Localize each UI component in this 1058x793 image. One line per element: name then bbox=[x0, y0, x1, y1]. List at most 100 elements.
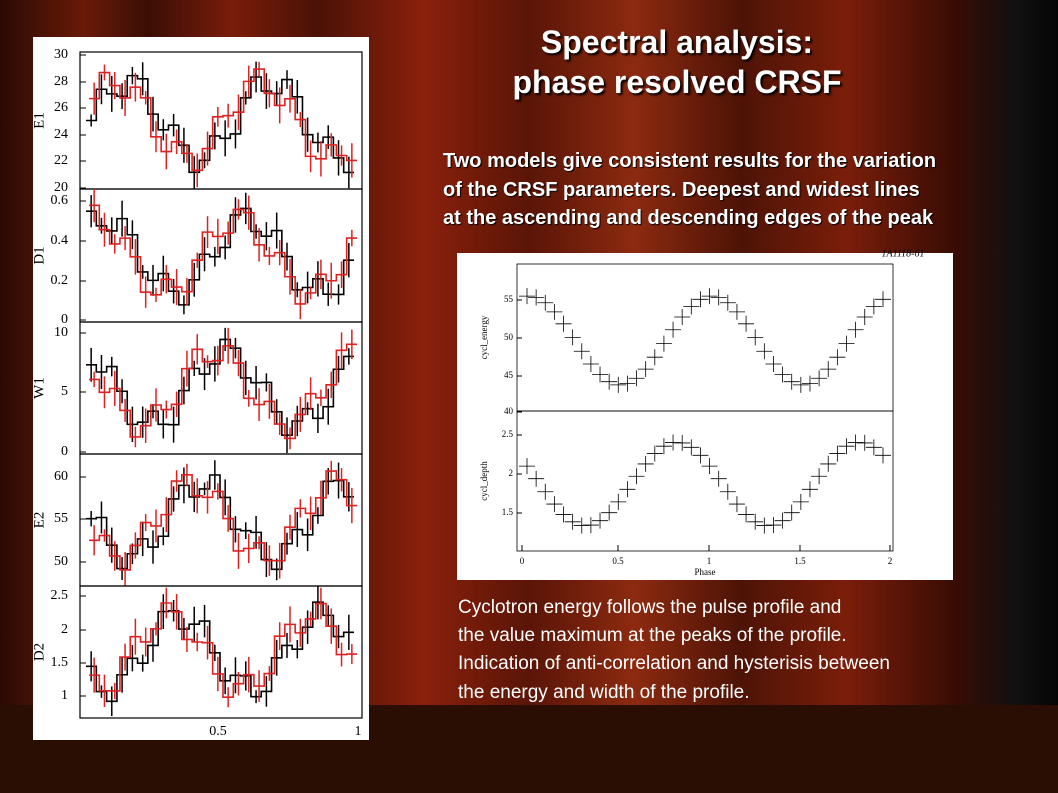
cross-point bbox=[655, 438, 672, 455]
cross-point bbox=[710, 470, 727, 487]
caption-line: Cyclotron energy follows the pulse profi… bbox=[458, 597, 842, 618]
cross-point bbox=[655, 335, 672, 352]
title-line: Spectral analysis: bbox=[540, 24, 814, 60]
tick-label: 2.5 bbox=[51, 588, 69, 603]
cross-point bbox=[637, 361, 654, 378]
intro-line: at the ascending and descending edges of… bbox=[443, 207, 934, 229]
cross-point bbox=[829, 445, 846, 462]
panel-label: D1 bbox=[31, 246, 47, 264]
cross-point bbox=[519, 458, 535, 475]
cross-point bbox=[728, 303, 745, 320]
tick-label: 0.4 bbox=[51, 233, 69, 248]
step-trace bbox=[89, 204, 357, 305]
tick-label: 1.5 bbox=[502, 507, 514, 517]
cross-point bbox=[801, 375, 818, 392]
cross-point bbox=[783, 504, 800, 521]
cross-point bbox=[865, 439, 882, 456]
step-trace bbox=[86, 474, 354, 571]
step-trace bbox=[89, 470, 357, 571]
cross-point bbox=[582, 517, 599, 534]
cross-point bbox=[765, 356, 782, 373]
cross-point bbox=[592, 512, 609, 529]
panel-label: W1 bbox=[31, 377, 47, 399]
panel-frame bbox=[516, 410, 894, 552]
x-tick-label: 0.5 bbox=[209, 724, 227, 739]
right-figure bbox=[457, 253, 953, 580]
tick-label: 0 bbox=[61, 444, 68, 459]
x-tick-label: 0.5 bbox=[612, 556, 624, 566]
step-trace bbox=[89, 68, 357, 172]
cross-point bbox=[865, 298, 882, 315]
cross-point bbox=[610, 493, 627, 510]
step-trace bbox=[86, 207, 354, 306]
cross-point bbox=[719, 483, 736, 500]
tick-label: 55 bbox=[54, 511, 68, 526]
tick-label: 2.5 bbox=[502, 429, 514, 439]
tick-label: 10 bbox=[54, 325, 68, 340]
cross-point bbox=[601, 373, 618, 390]
cross-point bbox=[856, 434, 873, 451]
cross-point bbox=[811, 468, 828, 485]
figure-header: 1A1118-61 bbox=[882, 248, 925, 259]
step-trace bbox=[86, 74, 354, 174]
cross-point bbox=[829, 349, 846, 366]
tick-label: 1.5 bbox=[51, 655, 69, 670]
x-tick-label: 0 bbox=[520, 556, 525, 566]
cross-point bbox=[610, 376, 627, 393]
x-tick-label: 2 bbox=[888, 556, 893, 566]
cross-point bbox=[692, 447, 709, 464]
tick-label: 30 bbox=[54, 47, 68, 62]
cross-point bbox=[801, 481, 818, 498]
x-tick-label: 1 bbox=[355, 724, 362, 739]
tick-label: 0.2 bbox=[51, 273, 69, 288]
caption-line: the value maximum at the peaks of the pr… bbox=[458, 625, 847, 646]
cross-point bbox=[701, 288, 718, 305]
step-trace bbox=[89, 343, 357, 440]
intro-line: of the CRSF parameters. Deepest and wide… bbox=[443, 179, 920, 201]
tick-label: 45 bbox=[504, 370, 514, 380]
cross-point bbox=[646, 445, 663, 462]
cross-point bbox=[875, 291, 891, 308]
tick-label: 1 bbox=[61, 688, 68, 703]
cross-point bbox=[582, 356, 599, 373]
cross-point bbox=[628, 370, 645, 387]
cross-point bbox=[747, 513, 764, 530]
cross-point bbox=[528, 289, 545, 306]
step-trace bbox=[86, 338, 354, 437]
tick-label: 22 bbox=[54, 153, 68, 168]
tick-label: 55 bbox=[504, 294, 514, 304]
tick-label: 50 bbox=[54, 554, 68, 569]
cross-point bbox=[710, 289, 727, 306]
tick-label: 2 bbox=[61, 622, 68, 637]
cross-point bbox=[674, 308, 691, 325]
cross-point bbox=[738, 315, 755, 332]
cross-point bbox=[838, 335, 855, 352]
tick-label: 20 bbox=[54, 180, 68, 195]
tick-label: 24 bbox=[54, 127, 68, 142]
cross-point bbox=[719, 294, 736, 311]
cross-point bbox=[847, 321, 864, 338]
cross-point bbox=[555, 315, 572, 332]
cross-point bbox=[628, 468, 645, 485]
tick-label: 2 bbox=[509, 468, 514, 478]
cross-point bbox=[783, 373, 800, 390]
cross-point bbox=[765, 517, 782, 534]
step-trace bbox=[86, 601, 354, 703]
cross-point bbox=[774, 512, 791, 529]
cross-point bbox=[573, 343, 590, 360]
cross-point bbox=[555, 506, 572, 523]
tick-label: 40 bbox=[504, 406, 514, 416]
title-line: phase resolved CRSF bbox=[512, 64, 842, 100]
x-tick-label: 1.5 bbox=[794, 556, 806, 566]
tick-label: 0.6 bbox=[51, 193, 69, 208]
cross-point bbox=[683, 439, 700, 456]
cross-point bbox=[747, 329, 764, 346]
cross-point bbox=[564, 513, 581, 530]
tick-label: 26 bbox=[54, 100, 68, 115]
step-trace bbox=[89, 602, 357, 699]
caption-line: Indication of anti-correlation and hyste… bbox=[458, 653, 890, 674]
cross-point bbox=[674, 434, 691, 451]
cross-point bbox=[646, 349, 663, 366]
cross-point bbox=[820, 455, 837, 472]
